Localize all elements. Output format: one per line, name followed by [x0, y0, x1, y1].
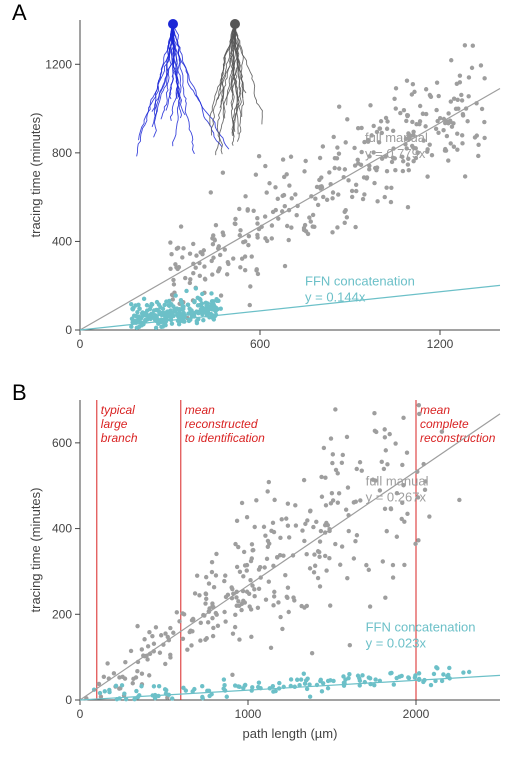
- reference-line-label: to identification: [185, 431, 265, 445]
- fit-equation: y = 0.144x: [305, 290, 366, 305]
- reference-line-label: reconstructed: [185, 417, 258, 431]
- y-axis-label: tracing time (minutes): [28, 488, 43, 613]
- svg-text:400: 400: [52, 522, 72, 536]
- fit-label: FFN concatenation: [366, 619, 476, 634]
- fit-equation: y = 0.023x: [366, 635, 427, 650]
- svg-text:1000: 1000: [235, 707, 262, 721]
- reference-line-label: mean: [185, 403, 215, 417]
- fit-equation: y = 0.267x: [366, 490, 427, 505]
- svg-text:200: 200: [52, 607, 72, 621]
- svg-text:600: 600: [52, 436, 72, 450]
- svg-text:1200: 1200: [45, 57, 72, 71]
- reference-line-label: branch: [101, 431, 138, 445]
- svg-text:600: 600: [250, 337, 270, 351]
- svg-text:0: 0: [77, 707, 84, 721]
- reference-line-label: typical: [101, 403, 135, 417]
- svg-text:2000: 2000: [403, 707, 430, 721]
- svg-text:400: 400: [52, 234, 72, 248]
- reference-line-label: mean: [420, 403, 450, 417]
- svg-text:0: 0: [65, 693, 72, 707]
- y-axis-label: tracing time (minutes): [28, 113, 43, 238]
- svg-text:1200: 1200: [427, 337, 454, 351]
- neuron-inset: [137, 19, 263, 156]
- fit-equation: y = 0.779x: [365, 146, 426, 161]
- svg-text:800: 800: [52, 146, 72, 160]
- fit-label: full manual: [365, 130, 428, 145]
- scatter-panel-B: 0 1000 2000 0 200 400 600 path length (µm) traci…: [20, 380, 520, 750]
- fit-label: full manual: [366, 474, 429, 489]
- reference-line-label: complete: [420, 417, 469, 431]
- reference-line-label: large: [101, 417, 128, 431]
- figure: A 0600120004008001200tracing time (minut…: [0, 0, 530, 762]
- x-axis-label: path length (µm): [243, 726, 338, 741]
- fit-label: FFN concatenation: [305, 274, 415, 289]
- svg-text:0: 0: [65, 323, 72, 337]
- svg-text:0: 0: [77, 337, 84, 351]
- scatter-panel-A: 0 600 1200 0 400 800 1200 tracing time (minutes…: [20, 0, 520, 370]
